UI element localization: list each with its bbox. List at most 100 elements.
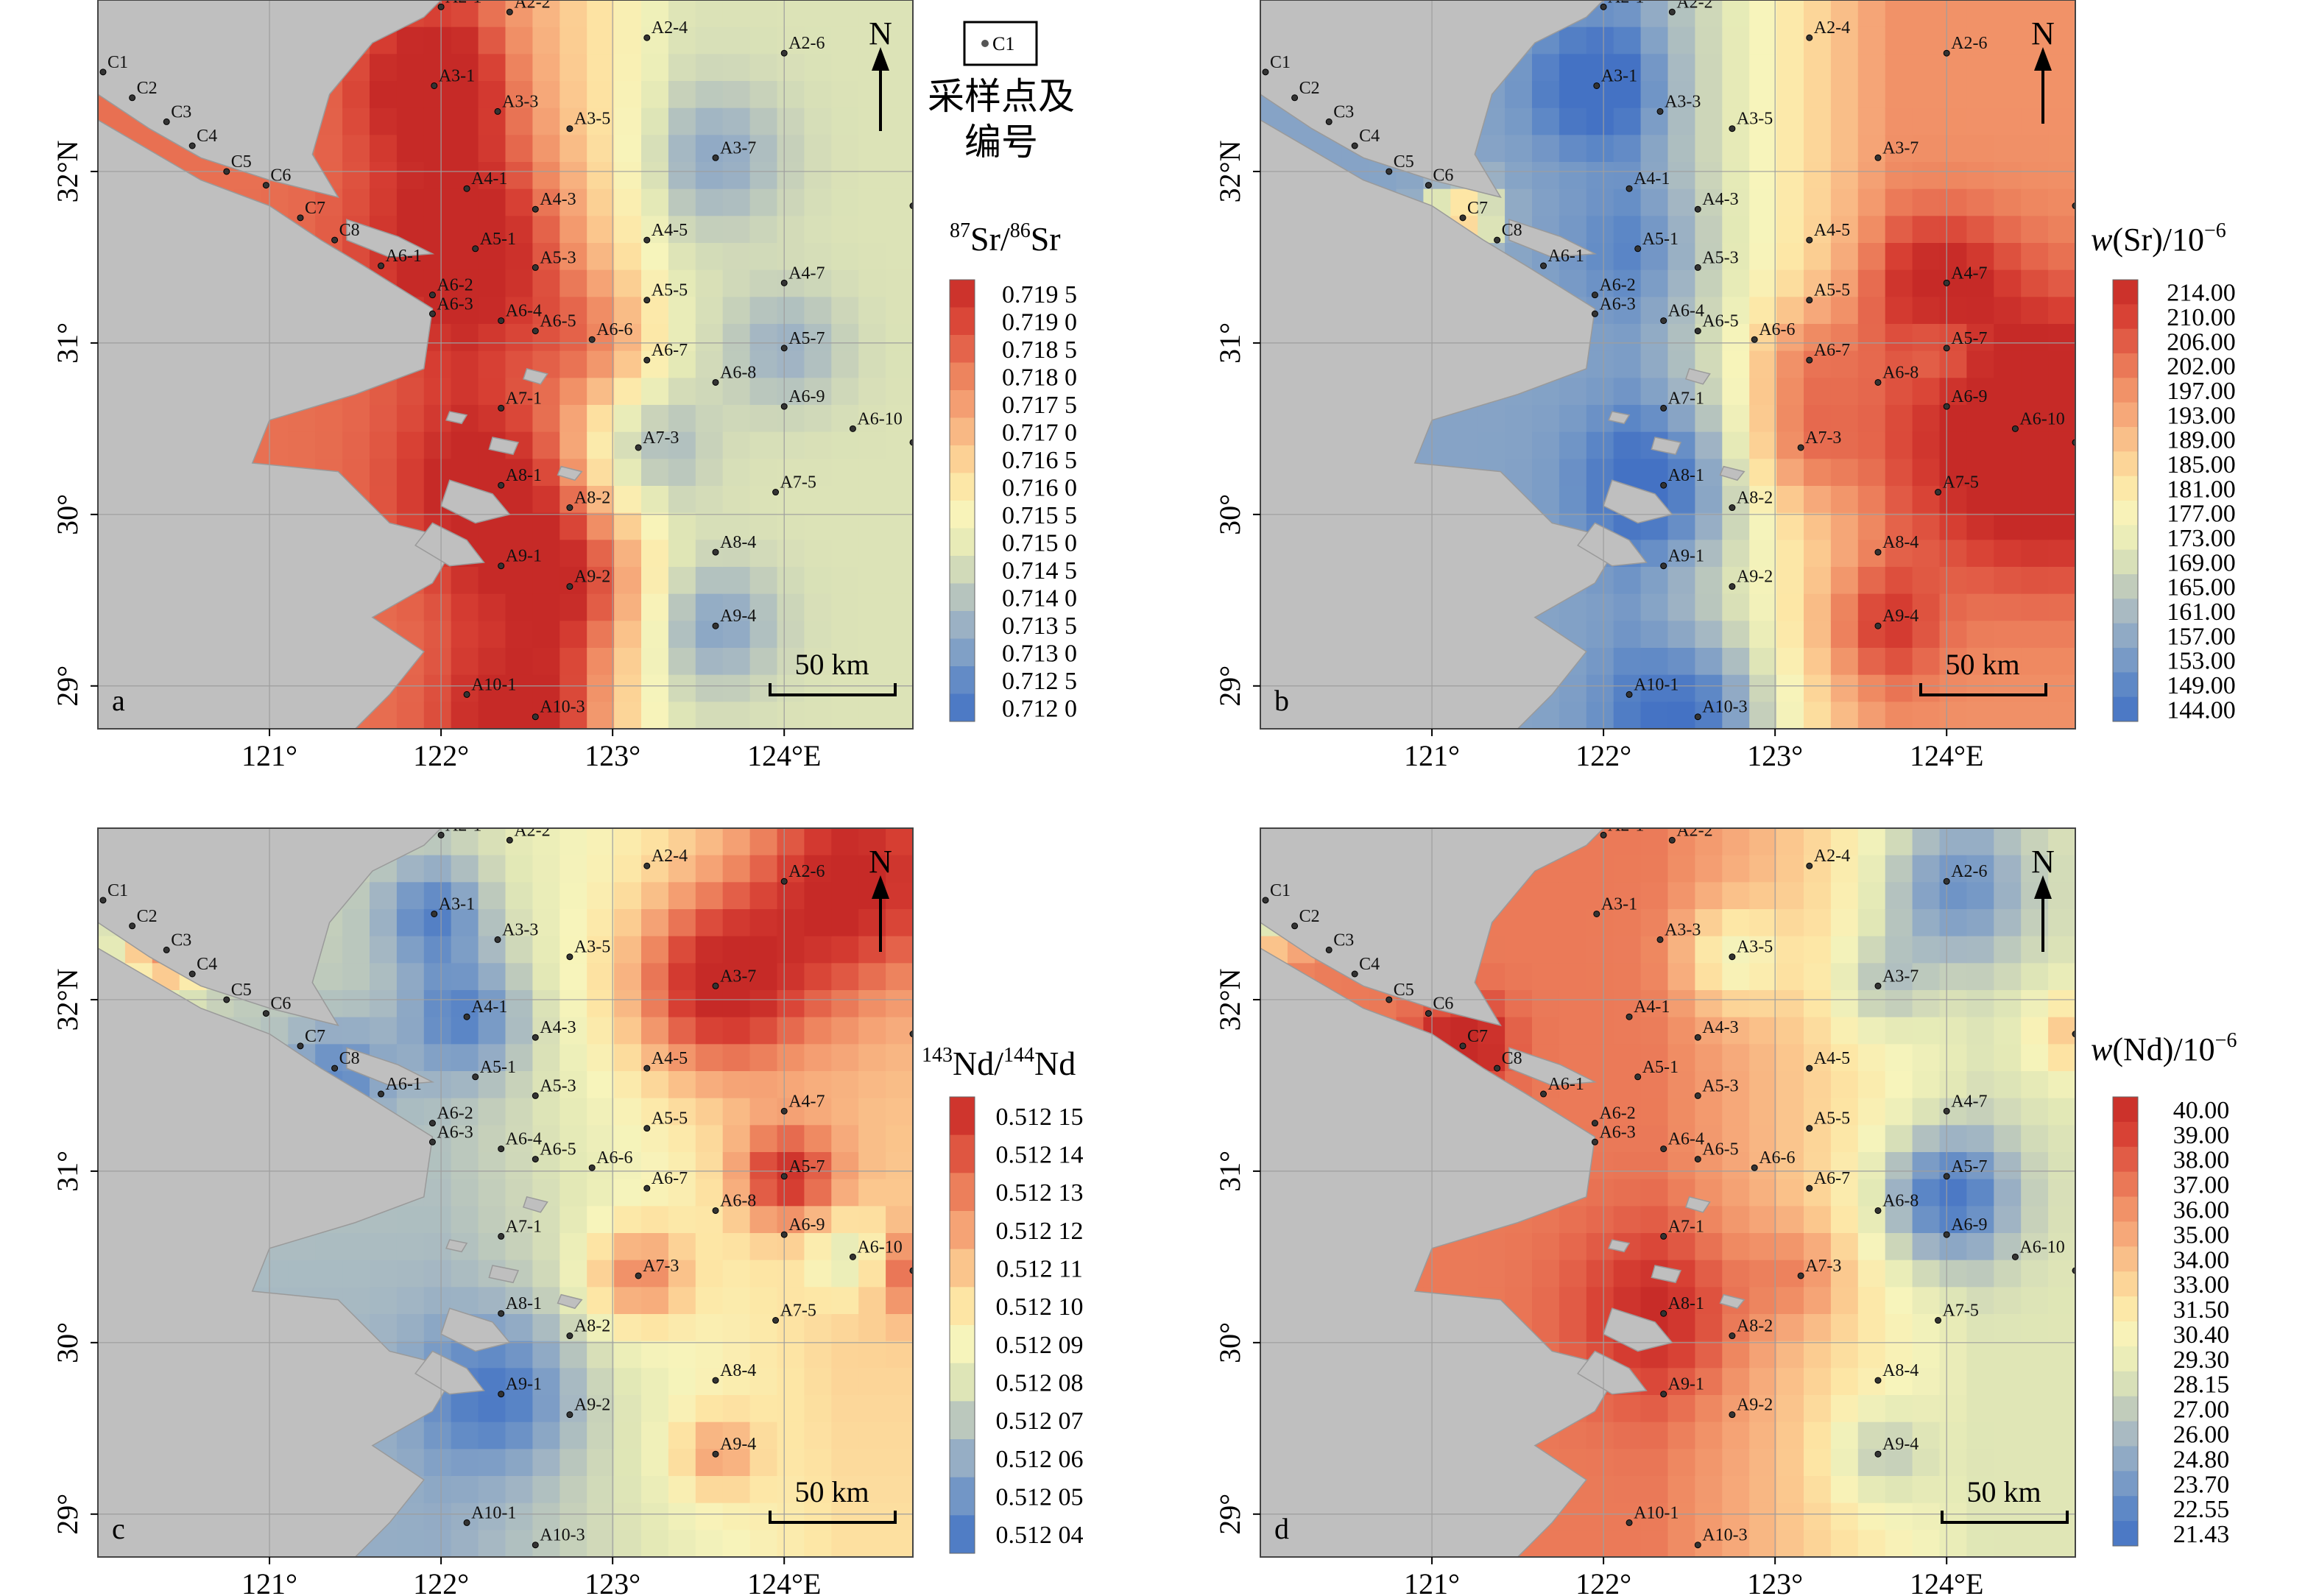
field-cell: [695, 1368, 724, 1396]
field-cell: [2048, 909, 2075, 937]
field-cell: [1640, 1449, 1669, 1477]
field-cell: [532, 1287, 561, 1315]
field-cell: [1776, 1233, 1804, 1261]
field-cell: [1857, 540, 1886, 568]
field-cell: [858, 1368, 887, 1396]
field-cell: [1532, 909, 1560, 937]
field-cell: [451, 107, 479, 136]
field-cell: [587, 1260, 615, 1288]
field-cell: [1830, 0, 1859, 28]
field-cell: [641, 828, 669, 856]
x-tick-label: 124°E: [1910, 739, 1983, 772]
station-marker: [780, 1107, 788, 1115]
field-cell: [1505, 81, 1533, 109]
field-cell: [641, 1395, 669, 1423]
field-cell: [587, 909, 615, 937]
field-cell: [1613, 936, 1642, 964]
field-cell: [1830, 1206, 1859, 1234]
field-cell: [804, 459, 833, 487]
field-cell: [288, 431, 317, 460]
field-cell: [1912, 0, 1941, 28]
field-cell: [1994, 297, 2022, 325]
field-cell: [1857, 54, 1886, 82]
field-cell: [831, 621, 860, 649]
field-cell: [505, 936, 534, 964]
field-cell: [1613, 162, 1642, 190]
field-cell: [1830, 243, 1859, 271]
stations: A2-1A2-2A2-4A2-6C1C2C3C4C5C6C7C8A3-1A3-3…: [1262, 0, 2075, 721]
field-cell: [2021, 1260, 2050, 1288]
island: [1577, 522, 1648, 567]
field-cell: [1857, 648, 1886, 676]
field-cell: [858, 621, 887, 649]
field-cell: [858, 1125, 887, 1153]
field-cell: [722, 324, 751, 352]
field-cell: [1939, 1341, 1968, 1369]
field-cell: [1885, 486, 1913, 514]
field-cell: [831, 188, 860, 217]
field-cell: [1912, 1017, 1941, 1045]
field-cell: [1885, 1071, 1913, 1099]
field-cell: [886, 431, 913, 460]
field-cell: [2048, 243, 2075, 271]
field-cell: [505, 1287, 534, 1315]
field-cell: [1640, 936, 1669, 964]
station-label: A10-1: [1634, 675, 1679, 694]
field-cell: [1857, 459, 1886, 487]
field-cell: [1532, 936, 1560, 964]
x-tick-label: 122°: [1575, 1567, 1631, 1596]
field-cell: [1667, 269, 1696, 298]
field-cell: [1994, 882, 2022, 910]
field-cell: [1857, 1260, 1886, 1288]
field-cell: [1613, 135, 1642, 163]
field-cell: [722, 0, 751, 28]
station-marker: [1325, 946, 1333, 953]
field-cell: [451, 882, 479, 910]
station-marker: [1634, 1073, 1642, 1081]
field-cell: [668, 1071, 696, 1099]
field-cell: [2048, 567, 2075, 595]
station-marker: [780, 1173, 788, 1180]
field-cell: [1804, 567, 1832, 595]
field-cell: [423, 459, 452, 487]
field-cell: [614, 1125, 642, 1153]
field-cell: [1966, 1314, 1995, 1342]
field-cell: [396, 1233, 425, 1261]
field-cell: [804, 540, 833, 568]
field-cell: [1912, 1449, 1941, 1477]
field-cell: [1939, 297, 1968, 325]
sampling-legend-caption-1: 采样点及: [928, 76, 1075, 117]
station-marker: [431, 910, 438, 917]
y-axis: 32°N31°30°29°: [1213, 140, 1260, 707]
field-cell: [1804, 405, 1832, 433]
field-cell: [1695, 27, 1723, 55]
field-cell: [858, 567, 887, 595]
field-cell: [695, 540, 724, 568]
field-cell: [505, 1314, 534, 1342]
field-cell: [831, 431, 860, 460]
field-cell: [1667, 855, 1696, 883]
field-cell: [587, 540, 615, 568]
field-cell: [1830, 27, 1859, 55]
field-cell: [1912, 963, 1941, 991]
field-cell: [1722, 648, 1751, 676]
station-label: A3-3: [1665, 92, 1701, 111]
field-cell: [1695, 81, 1723, 109]
field-cell: [1966, 1395, 1995, 1423]
field-cell: [560, 963, 588, 991]
field-cell: [1749, 0, 1778, 28]
field-cell: [560, 828, 588, 856]
station-label: A3-1: [439, 66, 475, 85]
field-cell: [1966, 1422, 1995, 1450]
field-cell: [1667, 1341, 1696, 1369]
field-cell: [749, 431, 778, 460]
field-cell: [1695, 828, 1723, 856]
station-label: A6-3: [1599, 294, 1635, 314]
field-cell: [1532, 882, 1560, 910]
field-cell: [1640, 882, 1669, 910]
legend-frame: [2112, 279, 2139, 722]
station-marker: [1751, 1164, 1758, 1171]
legend-swatch: [950, 1097, 975, 1136]
legend-labels: 0.512 150.512 140.512 130.512 120.512 11…: [996, 1104, 1084, 1549]
field-cell: [1776, 1368, 1804, 1396]
